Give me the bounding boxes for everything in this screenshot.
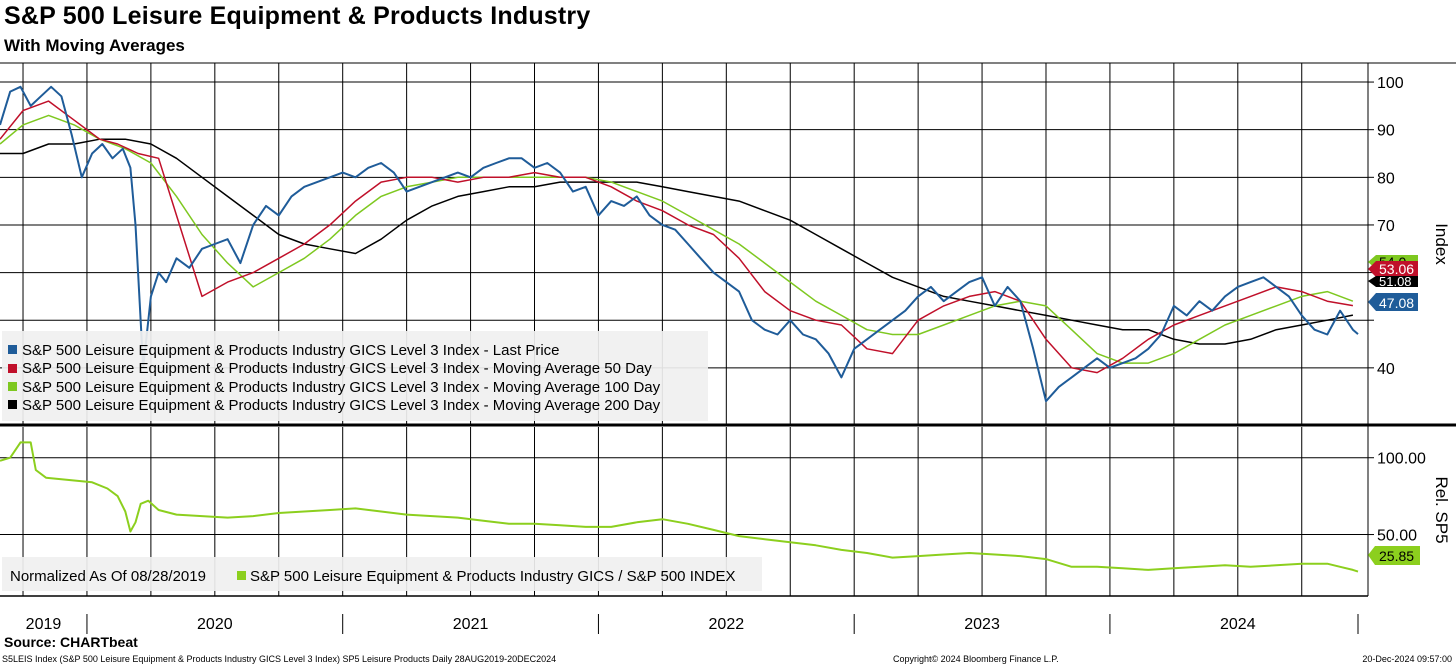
x-tick-label: 2022 xyxy=(709,616,745,633)
legend-swatch-ma50 xyxy=(8,364,17,373)
lower-legend-background xyxy=(2,557,762,591)
legend-swatch-relative xyxy=(237,571,246,580)
source-label: Source: CHARTbeat xyxy=(4,634,138,650)
series-line-ma200 xyxy=(0,138,1354,345)
upper-legend-background xyxy=(2,331,708,421)
legend-entry-relative: S&P 500 Leisure Equipment & Products Ind… xyxy=(250,568,736,585)
upper-y-axis-title: Index xyxy=(1432,223,1451,265)
tag-ma200-shape xyxy=(1368,276,1418,287)
series-line-relative xyxy=(0,441,1359,573)
x-axis: 2019 2020 2021 2022 2023 2024 xyxy=(26,614,1359,634)
tag-price: 47.08 xyxy=(1368,293,1418,311)
lower-legend: Normalized As Of 08/28/2019 S&P 500 Leis… xyxy=(2,557,762,591)
tag-ma50-label: 53.06 xyxy=(1379,261,1414,277)
legend-entry-ma50: S&P 500 Leisure Equipment & Products Ind… xyxy=(22,360,652,377)
tag-price-shape xyxy=(1368,293,1418,311)
series-line-price xyxy=(0,85,1359,403)
footer-description: S5LEIS Index (S&P 500 Leisure Equipment … xyxy=(2,654,557,664)
x-tick-label: 2020 xyxy=(197,616,233,633)
chart-title: S&P 500 Leisure Equipment & Products Ind… xyxy=(4,2,591,30)
upper-y-tick-label: 80 xyxy=(1377,170,1395,187)
tag-ma200-label: 51.08 xyxy=(1379,274,1412,289)
x-tick-label: 2019 xyxy=(26,616,62,633)
upper-y-axis: 4060708090100 xyxy=(1368,75,1404,378)
legend-entry-ma100: S&P 500 Leisure Equipment & Products Ind… xyxy=(22,379,661,396)
x-tick-label: 2023 xyxy=(964,616,1000,633)
footer-timestamp: 20-Dec-2024 09:57:00 xyxy=(1362,654,1452,664)
legend-swatch-price xyxy=(8,345,17,354)
lower-y-axis: 50.00 100.00 xyxy=(1368,451,1426,545)
series-line-ma50 xyxy=(0,100,1354,374)
legend-swatch-ma100 xyxy=(8,382,17,391)
tag-relative-shape xyxy=(1368,546,1420,565)
normalized-label: Normalized As Of 08/28/2019 xyxy=(10,568,206,585)
upper-series-lines xyxy=(0,85,1359,403)
value-tags: 54.0 53.06 51.08 47.08 25.85 xyxy=(1368,254,1420,565)
legend-entry-ma200: S&P 500 Leisure Equipment & Products Ind… xyxy=(22,397,661,414)
lower-y-tick-label: 50.00 xyxy=(1377,528,1417,545)
footer-copyright: Copyright© 2024 Bloomberg Finance L.P. xyxy=(893,654,1059,664)
lower-y-axis-title: Rel. SP5 xyxy=(1432,476,1451,543)
upper-y-tick-label: 90 xyxy=(1377,123,1395,140)
chart-subtitle: With Moving Averages xyxy=(4,36,185,55)
tag-relative-label: 25.85 xyxy=(1379,548,1414,564)
upper-legend: S&P 500 Leisure Equipment & Products Ind… xyxy=(2,331,708,421)
upper-y-tick-label: 100 xyxy=(1377,75,1404,92)
legend-swatch-ma200 xyxy=(8,400,17,409)
x-tick-label: 2024 xyxy=(1220,616,1256,633)
tag-ma200: 51.08 xyxy=(1368,274,1418,289)
legend-entry-price: S&P 500 Leisure Equipment & Products Ind… xyxy=(22,342,560,359)
lower-series-lines xyxy=(0,441,1359,573)
tag-ma50: 53.06 xyxy=(1368,261,1418,277)
series-line-ma100 xyxy=(0,114,1354,364)
upper-y-tick-label: 70 xyxy=(1377,218,1395,235)
x-tick-label: 2021 xyxy=(453,616,489,633)
tag-relative: 25.85 xyxy=(1368,546,1420,565)
upper-y-tick-label: 40 xyxy=(1377,361,1395,378)
lower-grid xyxy=(0,427,1368,596)
tag-ma50-shape xyxy=(1368,261,1418,277)
lower-y-tick-label: 100.00 xyxy=(1377,451,1426,468)
tag-price-label: 47.08 xyxy=(1379,295,1414,311)
